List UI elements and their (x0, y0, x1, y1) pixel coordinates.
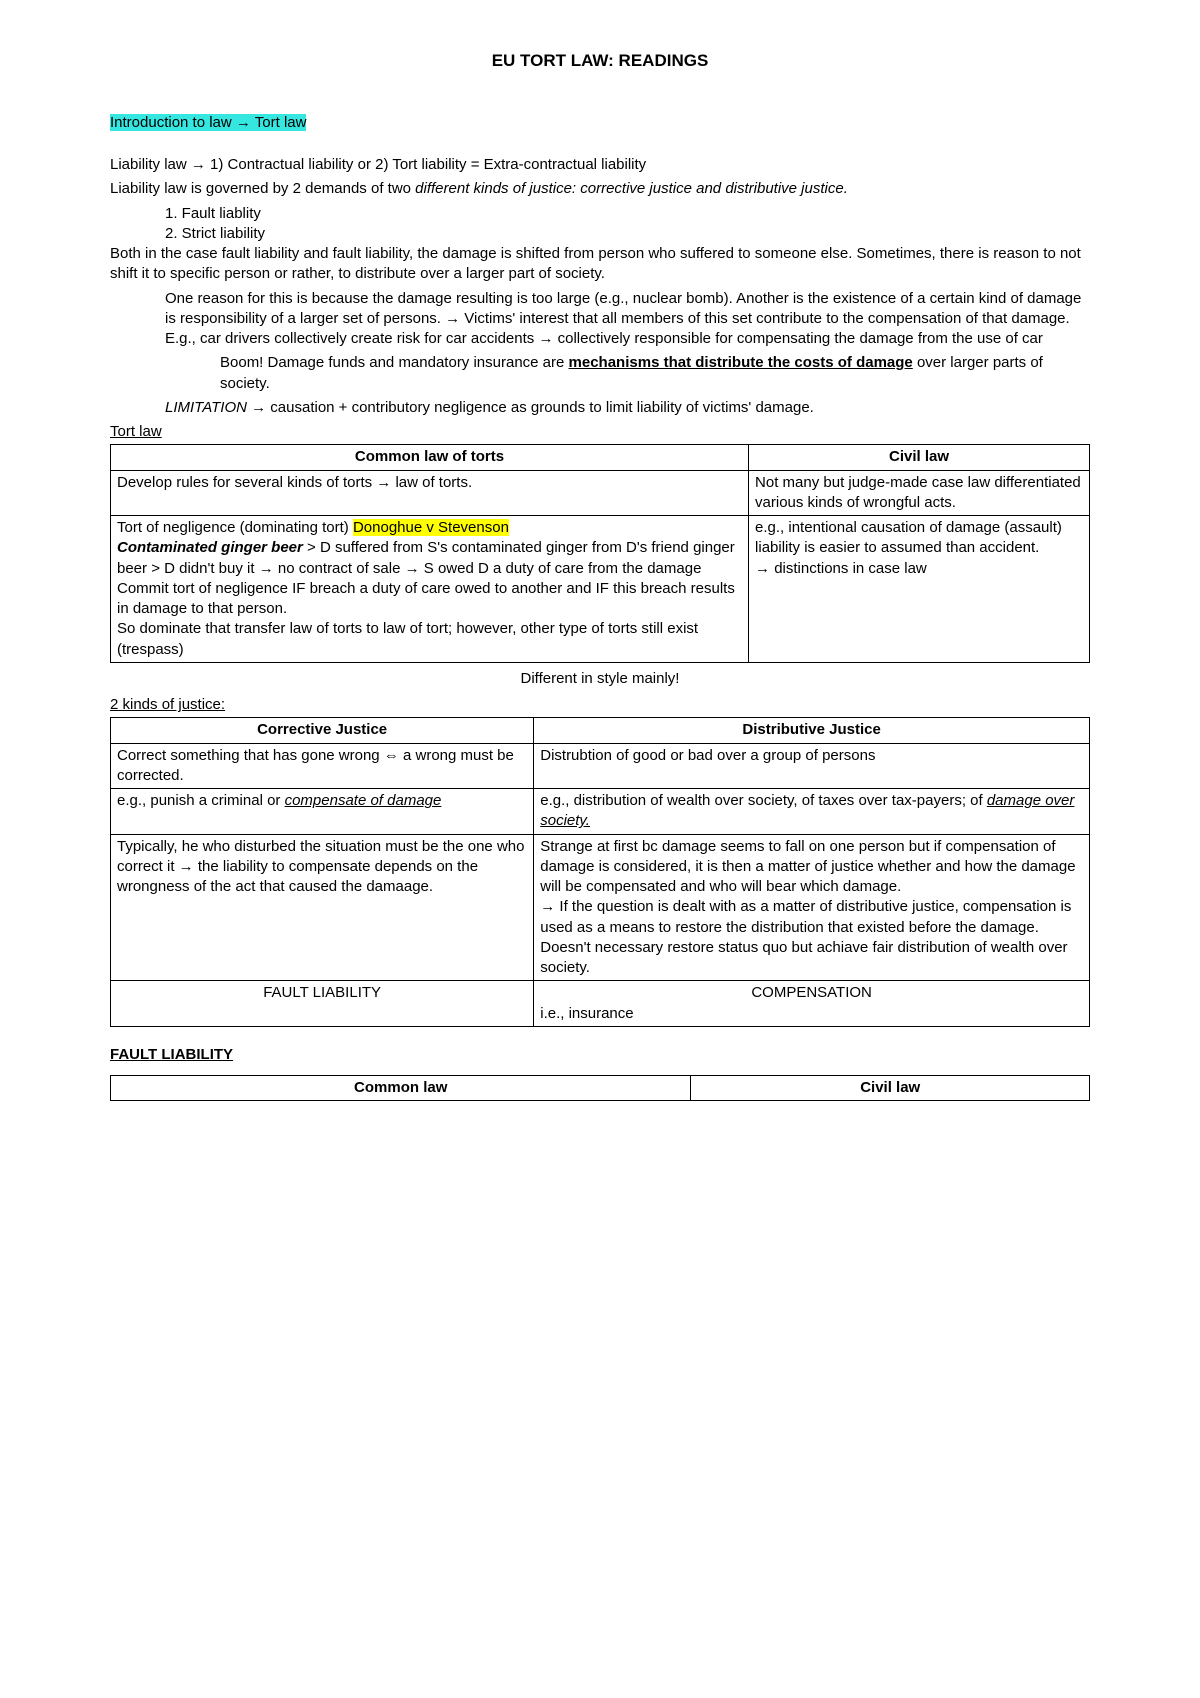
table-footer: Different in style mainly! (110, 669, 1090, 689)
para-reason: One reason for this is because the damag… (165, 289, 1090, 350)
text: COMPENSATION (540, 983, 1083, 1003)
cell: Typically, he who disturbed the situatio… (111, 834, 534, 981)
table-row: Common law of torts Civil law (111, 445, 1090, 470)
text: Doesn't necessary restore status quo but… (540, 939, 1067, 976)
cell: Not many but judge-made case law differe… (749, 470, 1090, 516)
text: So dominate that transfer law of torts t… (117, 620, 698, 657)
th-common: Common law (111, 1076, 691, 1101)
cell: e.g., intentional causation of damage (a… (749, 516, 1090, 663)
cell: Develop rules for several kinds of torts… (111, 470, 749, 516)
th-civil: Civil law (749, 445, 1090, 470)
limitation-label: LIMITATION (165, 399, 247, 416)
tort-law-label: Tort law (110, 422, 1090, 442)
para-both: Both in the case fault liability and fau… (110, 244, 1090, 285)
cell: e.g., punish a criminal or compensate of… (111, 789, 534, 835)
th-civil: Civil law (691, 1076, 1090, 1101)
cell: Correct something that has gone wrong ⇔ … (111, 743, 534, 789)
th-distributive: Distributive Justice (534, 718, 1090, 743)
text: Strange at first bc damage seems to fall… (540, 838, 1075, 896)
para-governed: Liability law is governed by 2 demands o… (110, 179, 1090, 199)
table-row: Common law Civil law (111, 1076, 1090, 1101)
cell: Strange at first bc damage seems to fall… (534, 834, 1090, 981)
text: → distinctions in case law (755, 560, 927, 577)
text: e.g., distribution of wealth over societ… (540, 792, 987, 809)
case-highlight: Donoghue v Stevenson (353, 519, 509, 536)
text: Liability law is governed by 2 demands o… (110, 180, 415, 197)
table-row: FAULT LIABILITY COMPENSATION i.e., insur… (111, 981, 1090, 1027)
table-justice: Corrective Justice Distributive Justice … (110, 717, 1090, 1027)
cell: FAULT LIABILITY (111, 981, 534, 1027)
text: Commit tort of negligence IF breach a du… (117, 580, 735, 617)
table-fault: Common law Civil law (110, 1075, 1090, 1101)
text: e.g., punish a criminal or (117, 792, 285, 809)
fault-heading: FAULT LIABILITY (110, 1045, 1090, 1065)
text: → causation + contributory negligence as… (247, 399, 814, 416)
text: Distrubtion of good or bad over a group … (540, 747, 875, 764)
mech-text: mechanisms that distribute the costs of … (569, 354, 913, 371)
page-title: EU TORT LAW: READINGS (110, 50, 1090, 73)
table-row: Typically, he who disturbed the situatio… (111, 834, 1090, 981)
th-corrective: Corrective Justice (111, 718, 534, 743)
table-row: e.g., punish a criminal or compensate of… (111, 789, 1090, 835)
para-liability: Liability law → 1) Contractual liability… (110, 155, 1090, 175)
para-limitation: LIMITATION → causation + contributory ne… (165, 398, 1090, 418)
text: → If the question is dealt with as a mat… (540, 898, 1071, 935)
cell: COMPENSATION i.e., insurance (534, 981, 1090, 1027)
intro-highlight: Introduction to law → Tort law (110, 114, 306, 131)
table-row: Tort of negligence (dominating tort) Don… (111, 516, 1090, 663)
text: i.e., insurance (540, 1004, 1083, 1024)
para-boom: Boom! Damage funds and mandatory insuran… (220, 353, 1090, 394)
cell: Tort of negligence (dominating tort) Don… (111, 516, 749, 663)
table-row: Corrective Justice Distributive Justice (111, 718, 1090, 743)
table-tort-law: Common law of torts Civil law Develop ru… (110, 444, 1090, 663)
list-item-2: 2. Strict liability (165, 224, 1090, 244)
bold-text: Contaminated ginger beer (117, 539, 303, 556)
table-row: Develop rules for several kinds of torts… (111, 470, 1090, 516)
text: Boom! Damage funds and mandatory insuran… (220, 354, 569, 371)
text: e.g., intentional causation of damage (a… (755, 519, 1062, 556)
th-common: Common law of torts (111, 445, 749, 470)
italic-text: different kinds of justice: corrective j… (415, 180, 848, 197)
justice-label: 2 kinds of justice: (110, 695, 1090, 715)
cell: e.g., distribution of wealth over societ… (534, 789, 1090, 835)
cell: Distrubtion of good or bad over a group … (534, 743, 1090, 789)
list-item-1: 1. Fault liablity (165, 204, 1090, 224)
table-row: Correct something that has gone wrong ⇔ … (111, 743, 1090, 789)
text: Tort of negligence (dominating tort) (117, 519, 353, 536)
ul-text: compensate of damage (285, 792, 442, 809)
